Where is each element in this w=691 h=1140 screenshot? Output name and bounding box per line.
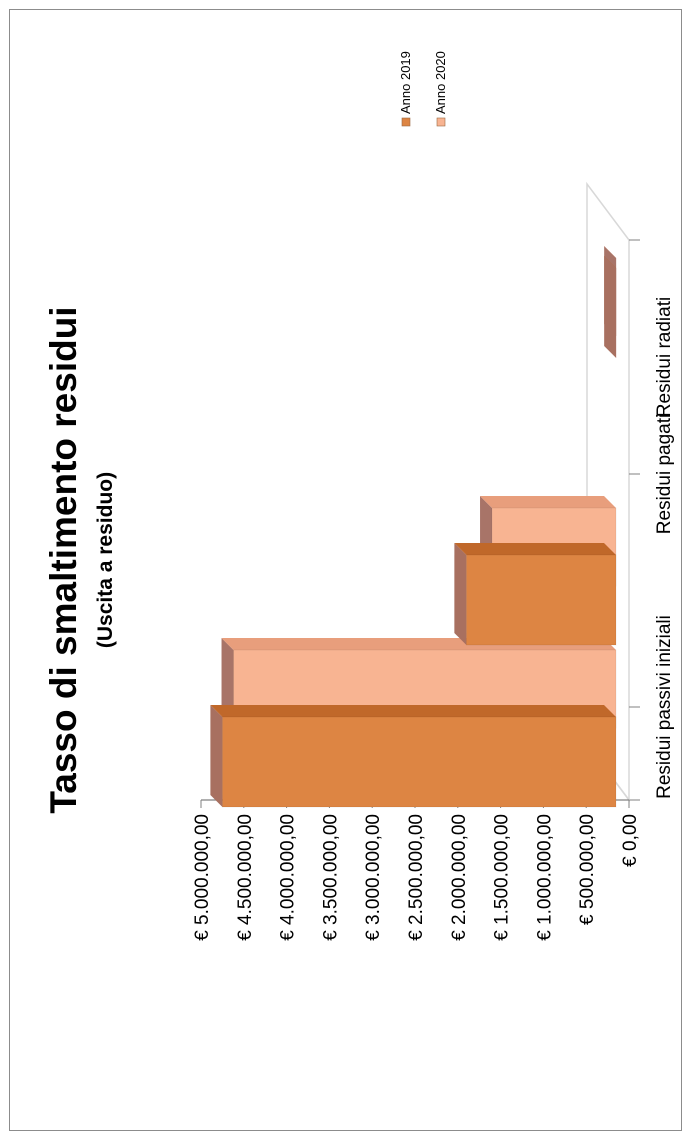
bar-anno-2019-0 [210, 705, 617, 808]
value-tick-label: € 1.000.000,00 [534, 814, 555, 941]
chart-title: Tasso di smaltimento residui [43, 306, 84, 813]
category-label: Residui pagati [654, 414, 675, 534]
legend: Anno 2019 Anno 2020 [398, 51, 448, 127]
bar-anno-2019-1 [454, 543, 617, 646]
value-tick-label: € 1.500.000,00 [492, 814, 513, 941]
legend-label: Anno 2019 [398, 51, 413, 114]
value-tick-label: € 3.000.000,00 [363, 814, 384, 941]
value-tick-label: € 5.000.000,00 [192, 814, 213, 941]
bar-front-face [465, 554, 617, 646]
category-labels: Residui passivi iniziali Residui pagatiRe… [654, 297, 675, 799]
value-tick-label: € 0,00 [620, 814, 641, 867]
value-axis: € 0,00 € 500.000,00 € 1.000.000,00 € 1.500.… [192, 799, 641, 941]
value-tick-label: € 2.000.000,00 [449, 814, 470, 941]
bar-side-face [454, 543, 616, 555]
bar-end-face [454, 543, 467, 645]
value-tick-label: € 500.000,00 [577, 814, 598, 925]
bar-side-face [210, 705, 616, 717]
legend-label: Anno 2020 [433, 51, 448, 114]
chart-frame [9, 9, 682, 1131]
bar-side-face [604, 256, 617, 268]
legend-swatch [436, 117, 446, 127]
legend-swatch [401, 117, 411, 127]
bar-end-face [210, 705, 223, 807]
value-tick-label: € 3.500.000,00 [320, 814, 341, 941]
bar-front-face [221, 716, 617, 808]
bars [210, 246, 617, 808]
bar-end-face [604, 256, 617, 358]
value-tick-label: € 4.500.000,00 [235, 814, 256, 941]
bar-anno-2019-2 [604, 256, 617, 358]
chart-subtitle: (Uscita a residuo) [94, 472, 117, 648]
value-tick-label: € 2.500.000,00 [406, 814, 427, 941]
category-label: Residui radiati [654, 297, 675, 417]
value-tick-label: € 4.000.000,00 [278, 814, 299, 941]
bar-side-face [604, 246, 617, 258]
bar-side-face [480, 496, 616, 508]
category-label: Residui passivi iniziali [654, 615, 675, 799]
